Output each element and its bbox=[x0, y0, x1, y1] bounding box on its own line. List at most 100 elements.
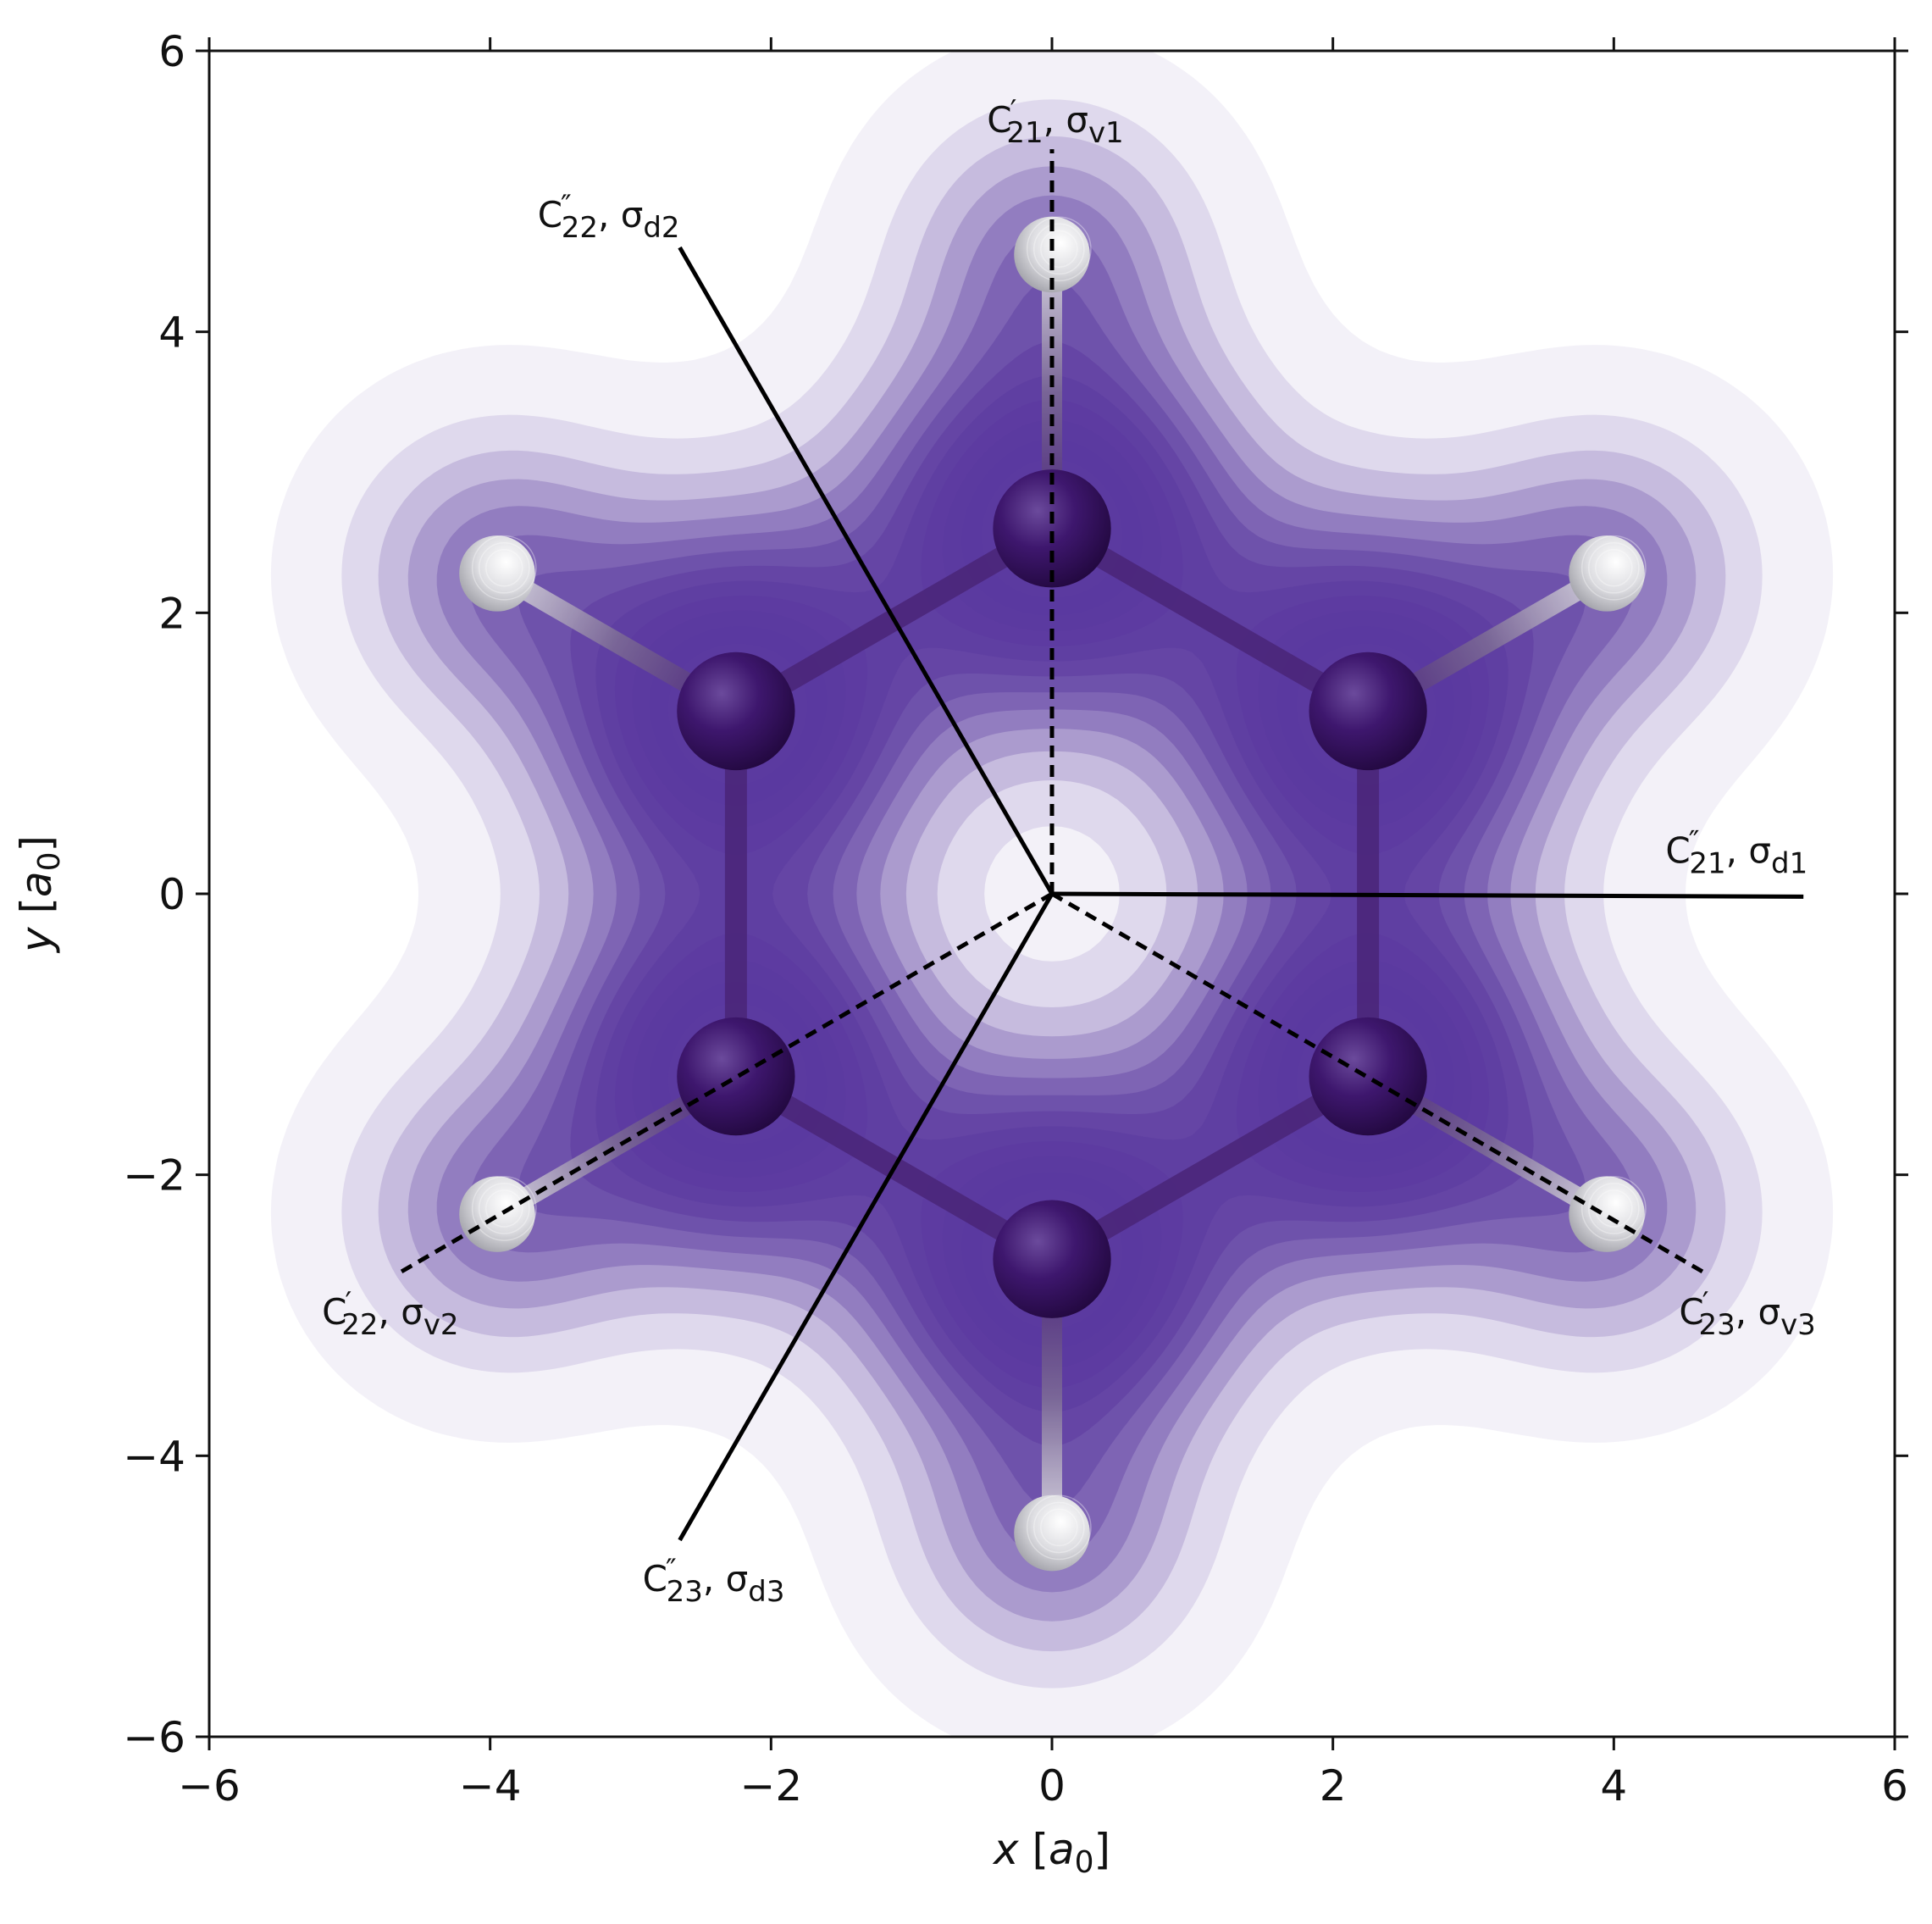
carbon-sphere bbox=[1309, 1017, 1427, 1136]
symmetry-label: C″ 22, σd2 bbox=[538, 189, 680, 245]
contour-fill-4 bbox=[436, 195, 1668, 1593]
symmetry-label-mark: ′ bbox=[345, 1286, 352, 1320]
contour-level-1 bbox=[341, 99, 1763, 1688]
symmetry-label: C′ 22, σv2 bbox=[322, 1286, 458, 1342]
hydrogen-highlight bbox=[1588, 1183, 1640, 1234]
symmetry-label-axis: C bbox=[987, 99, 1011, 141]
symmetry-label-plane-sub: v3 bbox=[1780, 1308, 1816, 1342]
symmetry-label-plane-sub: d1 bbox=[1771, 846, 1807, 880]
y-tick-label: −2 bbox=[123, 1151, 185, 1200]
carbon-atom bbox=[993, 469, 1111, 588]
symmetry-label-axis: C bbox=[538, 194, 562, 236]
hydrogen-highlight bbox=[485, 1189, 523, 1228]
symmetry-label-axis: C bbox=[1665, 829, 1690, 871]
carbon-atom bbox=[677, 1017, 795, 1136]
hydrogen-atom bbox=[1014, 216, 1092, 293]
y-axis-label-unit-sub: 0 bbox=[32, 851, 67, 871]
density-contours bbox=[209, 51, 1895, 1737]
contour-fill-3 bbox=[407, 166, 1697, 1622]
symmetry-label-axis-sub: 21 bbox=[1689, 846, 1725, 880]
carbon-sphere bbox=[677, 1017, 795, 1136]
hydrogen-sphere bbox=[459, 1176, 535, 1252]
hydrogen-highlight bbox=[478, 541, 530, 594]
contour-level-4 bbox=[436, 195, 1668, 1593]
carbon-atom bbox=[677, 651, 795, 771]
hydrogen-highlight bbox=[1032, 1501, 1085, 1554]
symmetry-label-axis: C bbox=[643, 1558, 667, 1600]
hydrogen-atom bbox=[459, 535, 537, 612]
symmetry-label-axis-sub: 23 bbox=[667, 1575, 703, 1609]
symmetry-label-plane: σ bbox=[401, 1291, 423, 1333]
contour-fill-1 bbox=[341, 99, 1763, 1688]
x-tick-label: 6 bbox=[1881, 1761, 1908, 1810]
symmetry-line-23-v3 bbox=[1050, 891, 1707, 1275]
y-axis-label: y [a0] bbox=[12, 835, 67, 954]
hydrogen-highlight bbox=[1026, 216, 1092, 282]
symmetry-label-axis-sub: 22 bbox=[562, 211, 598, 245]
symmetry-label-mark: ″ bbox=[561, 189, 572, 223]
symmetry-label-mark: ″ bbox=[1689, 824, 1700, 858]
hydrogen-highlight bbox=[1040, 1508, 1078, 1547]
hydrogen-highlight bbox=[1588, 541, 1640, 594]
x-axis-label-unit: a bbox=[1049, 1825, 1075, 1874]
contour-level-2 bbox=[378, 136, 1726, 1652]
hydrogen-highlight bbox=[478, 1183, 530, 1234]
symmetry-label-sep: , bbox=[378, 1291, 401, 1333]
y-tick-label: −4 bbox=[123, 1432, 185, 1481]
symmetry-line-22-d2 bbox=[678, 246, 1055, 895]
symmetry-label-sep: , bbox=[598, 194, 621, 236]
symmetry-line-21-d1 bbox=[1051, 891, 1804, 899]
hydrogen-highlight bbox=[1595, 549, 1633, 587]
symmetry-label-plane-sub: v1 bbox=[1088, 116, 1124, 150]
carbon-atom bbox=[993, 1200, 1111, 1318]
symmetry-label-mark: ″ bbox=[666, 1553, 677, 1587]
symmetry-label-axis: C bbox=[1679, 1291, 1703, 1333]
hydrogen-atom bbox=[1014, 1494, 1092, 1572]
atoms bbox=[459, 216, 1647, 1572]
symmetry-label-mark: ′ bbox=[1010, 94, 1017, 128]
symmetry-label-axis: C bbox=[322, 1291, 346, 1333]
symmetry-label: C′ 21, σv1 bbox=[987, 94, 1123, 150]
y-tick-label: 4 bbox=[158, 308, 185, 358]
symmetry-line-23-d3 bbox=[678, 892, 1055, 1542]
hydrogen-sphere bbox=[459, 535, 535, 612]
contour-level-3 bbox=[407, 166, 1697, 1622]
contour-fill-2 bbox=[378, 136, 1726, 1652]
y-tick-label: 2 bbox=[158, 589, 185, 638]
contour-fill-5 bbox=[468, 228, 1636, 1560]
carbon-sphere bbox=[993, 469, 1111, 588]
symmetry-label-axis-sub: 21 bbox=[1006, 116, 1043, 150]
symmetry-label-sep: , bbox=[703, 1558, 726, 1600]
hydrogen-highlight bbox=[1040, 230, 1078, 269]
hydrogen-atom bbox=[1569, 535, 1647, 612]
symmetry-label: C′ 23, σv3 bbox=[1679, 1286, 1815, 1342]
symmetry-label-plane-sub: d3 bbox=[748, 1575, 784, 1609]
symmetry-label-sep: , bbox=[1726, 829, 1749, 871]
y-tick-label: 0 bbox=[158, 870, 185, 919]
hydrogen-highlight bbox=[1026, 1494, 1092, 1561]
x-tick-label: 2 bbox=[1320, 1761, 1347, 1810]
symmetry-label-mark: ′ bbox=[1702, 1286, 1709, 1320]
carbon-sphere bbox=[993, 1200, 1111, 1318]
x-tick-label: −4 bbox=[459, 1761, 522, 1810]
symmetry-label-plane-sub: d2 bbox=[643, 211, 679, 245]
x-tick-label: −6 bbox=[178, 1761, 241, 1810]
hydrogen-highlight bbox=[1032, 223, 1085, 275]
x-axis-label-var: x bbox=[992, 1825, 1019, 1874]
hydrogen-atom bbox=[459, 1176, 537, 1252]
symmetry-line-22-v2 bbox=[397, 891, 1054, 1275]
y-axis-label-group: y [a0] bbox=[12, 835, 67, 954]
axis-ticks: −6 −4 −2 0 2 4 6 −6 −4 −2 0 2 4 6 bbox=[123, 27, 1908, 1810]
y-tick-label: −6 bbox=[123, 1713, 185, 1762]
symmetry-label-plane: σ bbox=[621, 194, 644, 236]
carbon-atom bbox=[1309, 651, 1427, 771]
y-axis-label-unit: a bbox=[12, 871, 61, 897]
symmetry-label: C″ 23, σd3 bbox=[643, 1553, 785, 1609]
hydrogen-sphere bbox=[1569, 1176, 1645, 1252]
x-axis-label-unit-sub: 0 bbox=[1075, 1845, 1094, 1880]
hydrogen-sphere bbox=[1569, 535, 1645, 612]
x-tick-label: 4 bbox=[1600, 1761, 1627, 1810]
